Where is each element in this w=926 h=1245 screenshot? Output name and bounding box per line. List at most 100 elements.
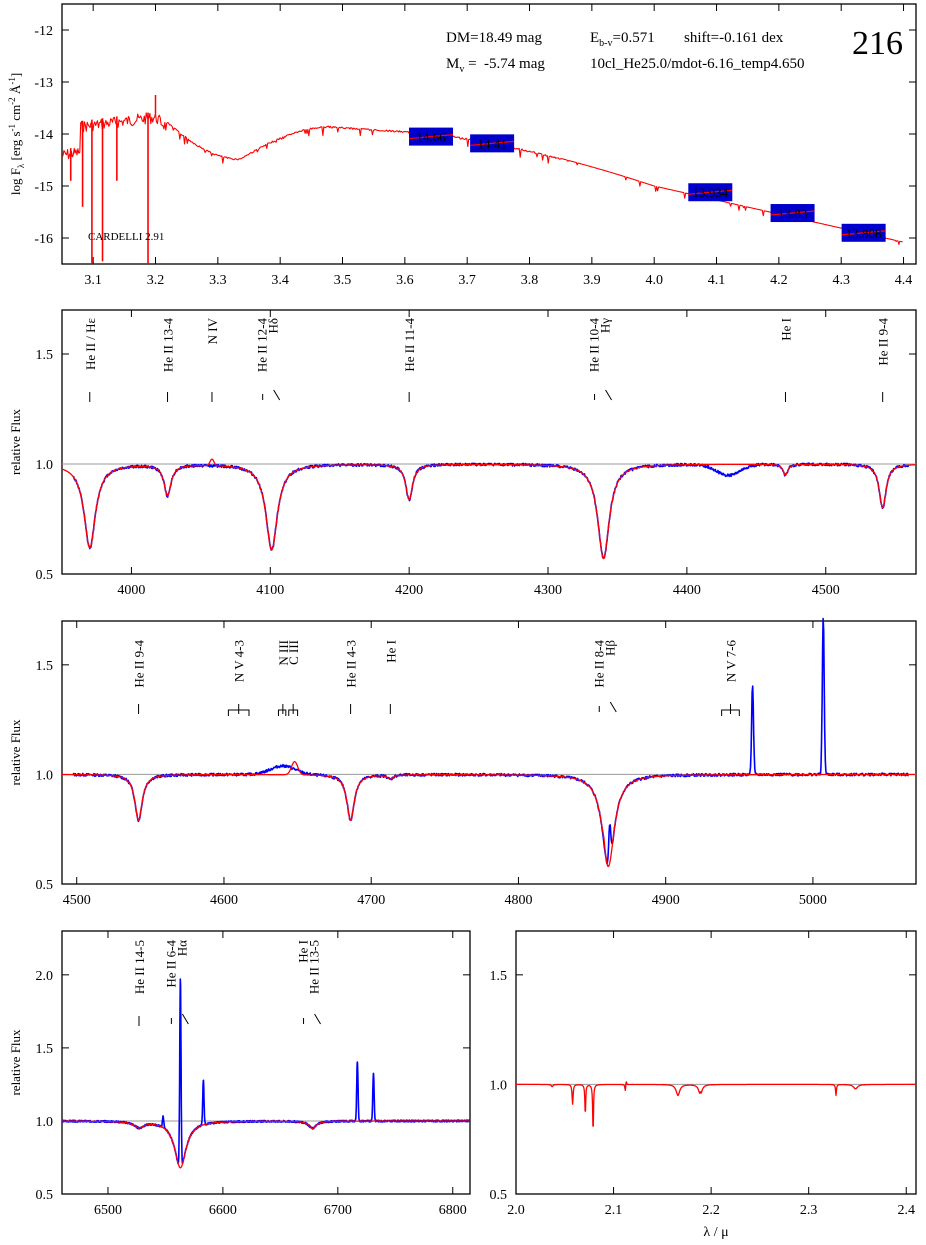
x-tick-label: 3.7 (458, 273, 476, 288)
line-id-label: He II 10-4 (587, 318, 602, 373)
green-panel: 4500 4600 4700 4800 4900 5000 0.5 1.0 1.5 relativ… (8, 617, 917, 908)
y-tick-label: 1.5 (36, 348, 54, 363)
line-id-tick (262, 389, 281, 401)
x-tick-label: 4700 (357, 893, 385, 908)
x-tick-label: 4200 (395, 583, 423, 598)
x-tick-label: 4000 (117, 583, 145, 598)
y-tick-label: 1.0 (36, 768, 54, 783)
y-tick-label: 1.0 (490, 1078, 508, 1093)
y-tick-label: 1.0 (36, 1115, 54, 1130)
ir-panel: 2.0 2.1 2.2 2.3 2.4 0.5 1.0 1.5 λ / μ (490, 930, 917, 1240)
line-id-label: He II 9-4 (132, 640, 147, 688)
header-mv-val: = -5.74 mag (464, 56, 545, 72)
y-axis-label-part: -1 (7, 124, 17, 132)
line-id-label: C III (286, 640, 301, 665)
y-tick-label: 0.5 (490, 1188, 508, 1203)
line-id-label: He II 14-5 (132, 940, 147, 994)
line-id-label: He II 11-4 (402, 318, 417, 372)
photometry-model-overlay (841, 230, 886, 236)
sed-annotation: CARDELLI 2.91 (88, 231, 164, 243)
y-axis-label-part: λ (16, 163, 26, 168)
line-id-bracket (277, 709, 287, 716)
line-id-label: He I (778, 318, 793, 341)
header-model: 10cl_He25.0/mdot-6.16_temp4.650 (590, 56, 805, 72)
x-tick-label: 2.1 (605, 1203, 623, 1218)
x-tick-label: 3.2 (147, 273, 165, 288)
y-tick-label: -12 (34, 24, 53, 39)
x-tick-label: 2.4 (897, 1203, 915, 1218)
line-id-label: Hβ (602, 640, 617, 656)
plot-frame (61, 309, 917, 575)
line-id-label: He II 8-4 (591, 640, 606, 688)
observed-spectrum (72, 617, 909, 865)
line-id-tick (594, 389, 612, 401)
y-tick-label: 0.5 (36, 878, 54, 893)
x-tick-label: 4400 (673, 583, 701, 598)
line-id-label: He II 13-4 (161, 318, 176, 373)
y-tick-label: 1.5 (36, 1042, 54, 1057)
x-tick-label: 4800 (504, 893, 532, 908)
photometry-model-overlay (470, 140, 515, 147)
x-axis-label: λ / μ (703, 1225, 728, 1240)
y-tick-label: -13 (34, 76, 53, 91)
line-id-label: N III (276, 640, 291, 666)
y-tick-label: 1.0 (36, 458, 54, 473)
blue-panel: 4000 4100 4200 4300 4400 4500 0.5 1.0 1.5 relativ… (8, 309, 917, 598)
line-id-tick (303, 1013, 321, 1025)
x-tick-label: 4500 (812, 583, 840, 598)
y-tick-label: 1.5 (36, 659, 54, 674)
photometry-model-overlay (408, 133, 454, 140)
sed-panel: 3.1 3.2 3.3 3.4 3.5 3.6 3.7 3.8 3.9 4.0 4.1 4.2 4.3 4… (7, 3, 917, 288)
x-tick-label: 4.0 (645, 273, 663, 288)
line-id-label: He II 4-3 (344, 640, 359, 688)
line-id-label: He I (296, 940, 311, 963)
y-tick-label: -16 (34, 232, 53, 247)
header-shift: shift=-0.161 dex (684, 30, 784, 46)
photometry-label: 13.808 (846, 226, 882, 241)
header-star-id: 216 (852, 25, 903, 62)
y-axis-label-part: -2 (7, 97, 17, 105)
x-tick-label: 3.3 (209, 273, 227, 288)
y-axis-label-part: Å (8, 84, 23, 97)
y-axis-label-part: ] (8, 73, 23, 77)
line-id-label: He I (383, 640, 398, 663)
x-tick-label: 2.0 (507, 1203, 525, 1218)
red-panel: 6500 6600 6700 6800 0.5 1.0 1.5 2.0 relative Flu… (8, 930, 471, 1218)
y-tick-label: -14 (34, 128, 53, 143)
sed-model-line (61, 112, 903, 245)
model-spectrum (61, 458, 917, 560)
x-tick-label: 2.2 (702, 1203, 720, 1218)
y-axis-label-part: [erg s (8, 131, 23, 163)
line-id-label: He II 13-5 (307, 940, 322, 994)
line-id-label: Hα (174, 940, 189, 956)
y-tick-label: 0.5 (36, 568, 54, 583)
header-mv-m: M (446, 56, 459, 72)
header-ebv-e: E (590, 30, 599, 46)
plot-frame (515, 930, 917, 1195)
photometry-label: 14.66 (416, 130, 446, 145)
header-ebv: Eb-v=0.571 (590, 30, 655, 49)
model-spectrum (515, 1081, 917, 1127)
x-tick-label: 4.4 (895, 273, 913, 288)
line-id-label: He II 6-4 (163, 940, 178, 988)
header-ebv-val: =0.571 (613, 30, 655, 46)
x-tick-label: 4900 (652, 893, 680, 908)
photometry-label: 14.41 (477, 136, 506, 151)
model-spectrum (61, 760, 916, 868)
x-tick-label: 3.6 (396, 273, 414, 288)
x-tick-label: 2.3 (800, 1203, 818, 1218)
x-tick-label: 6500 (94, 1203, 122, 1218)
y-tick-label: 0.5 (36, 1188, 54, 1203)
x-tick-label: 3.4 (271, 273, 289, 288)
x-tick-label: 6600 (209, 1203, 237, 1218)
y-axis-label-part: cm (8, 105, 23, 124)
y-axis-label: relative Flux (8, 408, 23, 475)
photometry-model-overlay (770, 210, 815, 216)
line-id-label: Hγ (598, 318, 613, 333)
plot-frame (61, 620, 917, 885)
line-id-label: N IV (205, 317, 220, 344)
line-id-tick (598, 701, 617, 713)
plot-frame (61, 930, 471, 1195)
photometry-label: 13.934 (692, 185, 728, 200)
